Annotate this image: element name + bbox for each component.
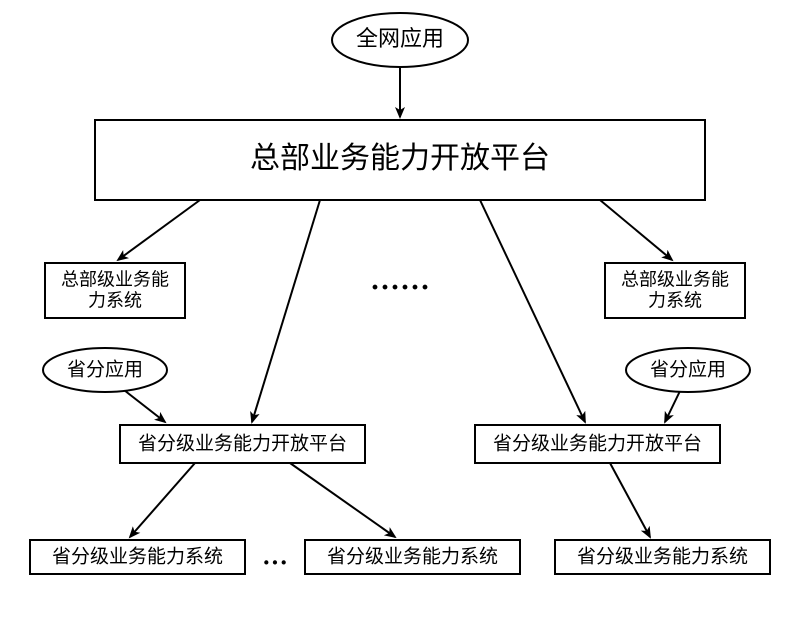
node-hq_sys_left: 总部级业务能力系统 (45, 263, 185, 318)
node-hq_dots: ······ (370, 271, 430, 304)
node-prov_dots-dots: ··· (262, 548, 288, 577)
node-prov_app_l: 省分应用 (43, 348, 167, 392)
node-hq_platform: 总部业务能力开放平台 (95, 120, 705, 200)
edge-hq_platform-prov_plat_r (480, 200, 585, 422)
node-prov_sys_1-label: 省分级业务能力系统 (52, 545, 223, 567)
edge-hq_platform-hq_sys_right (600, 200, 672, 260)
node-hq_platform-label: 总部业务能力开放平台 (250, 142, 550, 175)
edge-prov_app_l-prov_plat_l (124, 390, 165, 422)
node-hq_sys_left-label1: 总部级业务能 (61, 269, 169, 289)
edge-prov_plat_l-prov_sys_1 (130, 463, 195, 537)
edge-prov_plat_l-prov_sys_2 (290, 463, 395, 537)
node-prov_sys_2: 省分级业务能力系统 (305, 540, 520, 574)
node-hq_dots-dots: ······ (370, 271, 430, 304)
node-prov_plat_l: 省分级业务能力开放平台 (120, 425, 365, 463)
node-prov_app_l-label: 省分应用 (67, 358, 143, 380)
node-prov_sys_2-label: 省分级业务能力系统 (327, 545, 498, 567)
node-top_ellipse-label: 全网应用 (356, 26, 444, 51)
node-hq_sys_right: 总部级业务能力系统 (605, 263, 745, 318)
node-hq_sys_right-label2: 力系统 (648, 291, 702, 311)
edge-hq_platform-prov_plat_l (252, 200, 320, 422)
node-top_ellipse: 全网应用 (332, 13, 468, 67)
node-prov_sys_3: 省分级业务能力系统 (555, 540, 770, 574)
node-prov_dots: ··· (262, 548, 288, 577)
edge-prov_app_r-prov_plat_r (665, 391, 680, 422)
node-hq_sys_right-label1: 总部级业务能 (621, 269, 729, 289)
edge-hq_platform-hq_sys_left (118, 200, 200, 260)
node-prov_plat_r-label: 省分级业务能力开放平台 (493, 432, 702, 454)
edge-prov_plat_r-prov_sys_3 (610, 463, 650, 537)
node-hq_sys_left-label2: 力系统 (88, 291, 142, 311)
node-prov_plat_r: 省分级业务能力开放平台 (475, 425, 720, 463)
node-prov_app_r: 省分应用 (626, 348, 750, 392)
node-prov_sys_1: 省分级业务能力系统 (30, 540, 245, 574)
node-prov_sys_3-label: 省分级业务能力系统 (577, 545, 748, 567)
node-prov_plat_l-label: 省分级业务能力开放平台 (138, 432, 347, 454)
node-prov_app_r-label: 省分应用 (650, 358, 726, 380)
